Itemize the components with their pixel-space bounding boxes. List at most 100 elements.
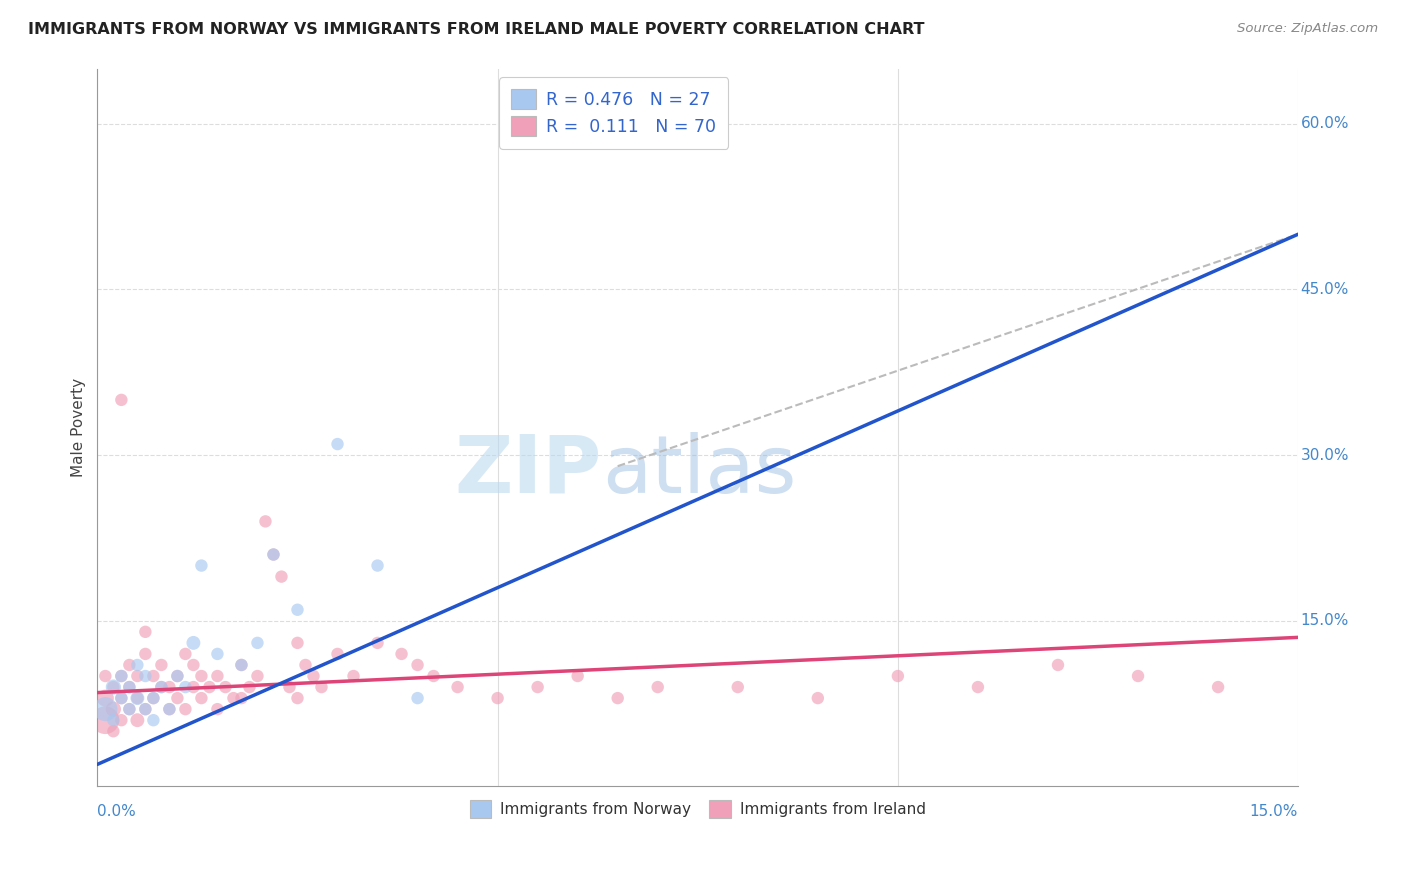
Point <box>174 702 197 716</box>
Point <box>183 636 205 650</box>
Point <box>190 669 212 683</box>
Text: Source: ZipAtlas.com: Source: ZipAtlas.com <box>1237 22 1378 36</box>
Point <box>118 702 141 716</box>
Point <box>207 647 229 661</box>
Point <box>214 680 236 694</box>
Point <box>110 691 132 706</box>
Point <box>94 713 117 727</box>
Point <box>166 691 188 706</box>
Point <box>1046 657 1069 672</box>
Point <box>103 724 125 739</box>
Point <box>150 680 173 694</box>
Text: 30.0%: 30.0% <box>1301 448 1348 463</box>
Text: atlas: atlas <box>602 432 796 509</box>
Point <box>134 624 156 639</box>
Point <box>110 392 132 407</box>
Point <box>326 437 349 451</box>
Point <box>166 669 188 683</box>
Point <box>342 669 364 683</box>
Point <box>157 702 180 716</box>
Point <box>110 669 132 683</box>
Point <box>190 558 212 573</box>
Point <box>174 680 197 694</box>
Point <box>183 680 205 694</box>
Text: 0.0%: 0.0% <box>97 805 136 820</box>
Point <box>887 669 910 683</box>
Legend: Immigrants from Norway, Immigrants from Ireland: Immigrants from Norway, Immigrants from … <box>463 793 934 825</box>
Point <box>150 657 173 672</box>
Point <box>526 680 548 694</box>
Point <box>207 702 229 716</box>
Point <box>142 691 165 706</box>
Y-axis label: Male Poverty: Male Poverty <box>72 378 86 477</box>
Point <box>406 657 429 672</box>
Point <box>231 657 253 672</box>
Point <box>118 657 141 672</box>
Point <box>567 669 589 683</box>
Point <box>326 647 349 661</box>
Point <box>183 657 205 672</box>
Point <box>134 669 156 683</box>
Point <box>127 691 149 706</box>
Point <box>157 680 180 694</box>
Point <box>231 657 253 672</box>
Point <box>94 691 117 706</box>
Point <box>222 691 245 706</box>
Point <box>110 669 132 683</box>
Text: 45.0%: 45.0% <box>1301 282 1348 297</box>
Point <box>110 691 132 706</box>
Point <box>1206 680 1229 694</box>
Text: ZIP: ZIP <box>454 432 602 509</box>
Point <box>134 702 156 716</box>
Point <box>103 680 125 694</box>
Point <box>270 569 292 583</box>
Point <box>311 680 333 694</box>
Point <box>294 657 316 672</box>
Point <box>103 680 125 694</box>
Point <box>391 647 413 661</box>
Point <box>606 691 628 706</box>
Point <box>367 558 389 573</box>
Point <box>486 691 509 706</box>
Point <box>190 691 212 706</box>
Text: 60.0%: 60.0% <box>1301 116 1348 131</box>
Point <box>406 691 429 706</box>
Point <box>127 713 149 727</box>
Text: 15.0%: 15.0% <box>1250 805 1298 820</box>
Point <box>150 680 173 694</box>
Point <box>127 657 149 672</box>
Point <box>302 669 325 683</box>
Point <box>422 669 444 683</box>
Point <box>134 647 156 661</box>
Point <box>254 515 277 529</box>
Point <box>142 713 165 727</box>
Point <box>727 680 749 694</box>
Point <box>94 669 117 683</box>
Point <box>118 702 141 716</box>
Text: IMMIGRANTS FROM NORWAY VS IMMIGRANTS FROM IRELAND MALE POVERTY CORRELATION CHART: IMMIGRANTS FROM NORWAY VS IMMIGRANTS FRO… <box>28 22 925 37</box>
Point <box>246 669 269 683</box>
Point <box>262 548 284 562</box>
Point <box>127 669 149 683</box>
Point <box>198 680 221 694</box>
Point <box>287 603 309 617</box>
Point <box>134 702 156 716</box>
Point <box>118 680 141 694</box>
Point <box>446 680 468 694</box>
Point <box>967 680 990 694</box>
Point <box>118 680 141 694</box>
Point <box>142 669 165 683</box>
Point <box>807 691 830 706</box>
Point <box>94 702 117 716</box>
Point <box>110 713 132 727</box>
Point <box>238 680 260 694</box>
Point <box>157 702 180 716</box>
Text: 15.0%: 15.0% <box>1301 614 1348 628</box>
Point <box>647 680 669 694</box>
Point <box>287 636 309 650</box>
Point <box>231 691 253 706</box>
Point <box>287 691 309 706</box>
Point <box>103 713 125 727</box>
Point <box>103 702 125 716</box>
Point <box>127 691 149 706</box>
